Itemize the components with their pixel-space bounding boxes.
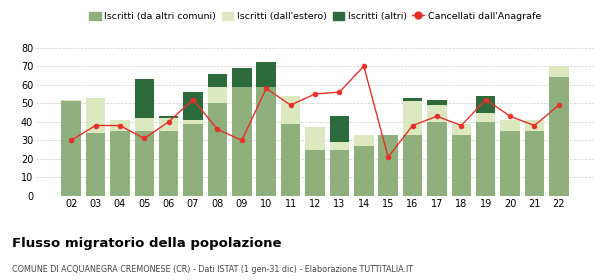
Bar	[427, 100, 446, 105]
Bar	[184, 124, 203, 196]
Bar	[525, 120, 544, 131]
Bar	[403, 98, 422, 101]
Bar	[208, 103, 227, 196]
Bar	[476, 113, 496, 122]
Bar	[159, 118, 178, 131]
Text: Flusso migratorio della popolazione: Flusso migratorio della popolazione	[12, 237, 281, 249]
Legend: Iscritti (da altri comuni), Iscritti (dall'estero), Iscritti (altri), Cancellati: Iscritti (da altri comuni), Iscritti (da…	[85, 8, 545, 25]
Bar	[379, 135, 398, 196]
Bar	[403, 135, 422, 196]
Bar	[159, 131, 178, 196]
Bar	[208, 87, 227, 103]
Bar	[525, 131, 544, 196]
Bar	[86, 133, 105, 196]
Bar	[281, 96, 301, 124]
Bar	[427, 122, 446, 196]
Bar	[61, 101, 81, 196]
Bar	[184, 92, 203, 120]
Bar	[305, 127, 325, 150]
Bar	[549, 66, 569, 77]
Bar	[184, 120, 203, 124]
Bar	[329, 116, 349, 142]
Bar	[134, 118, 154, 131]
Bar	[159, 116, 178, 118]
Bar	[403, 101, 422, 135]
Bar	[232, 68, 251, 87]
Bar	[208, 74, 227, 87]
Bar	[354, 135, 374, 146]
Bar	[134, 131, 154, 196]
Bar	[305, 150, 325, 196]
Bar	[256, 62, 276, 87]
Bar	[232, 87, 251, 196]
Bar	[86, 98, 105, 133]
Bar	[134, 79, 154, 118]
Bar	[476, 122, 496, 196]
Bar	[500, 120, 520, 131]
Bar	[476, 96, 496, 113]
Bar	[61, 100, 81, 101]
Bar	[256, 87, 276, 196]
Bar	[110, 120, 130, 131]
Bar	[281, 124, 301, 196]
Bar	[110, 131, 130, 196]
Text: COMUNE DI ACQUANEGRA CREMONESE (CR) - Dati ISTAT (1 gen-31 dic) - Elaborazione T: COMUNE DI ACQUANEGRA CREMONESE (CR) - Da…	[12, 265, 413, 274]
Bar	[500, 131, 520, 196]
Bar	[452, 135, 471, 196]
Bar	[329, 142, 349, 150]
Bar	[329, 150, 349, 196]
Bar	[427, 105, 446, 122]
Bar	[452, 124, 471, 135]
Bar	[549, 77, 569, 196]
Bar	[354, 146, 374, 196]
